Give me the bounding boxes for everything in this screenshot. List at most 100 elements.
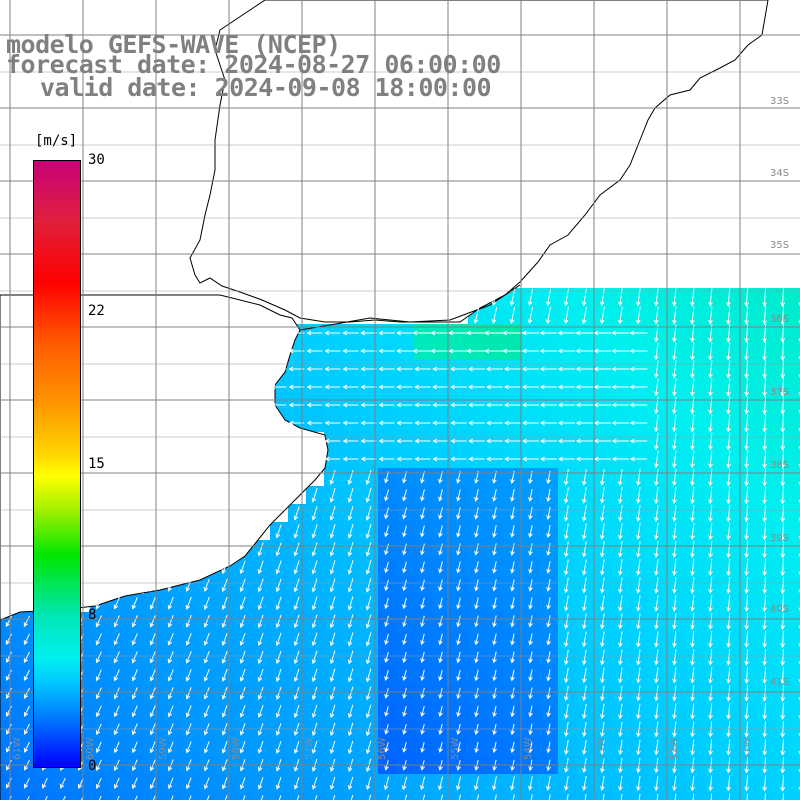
wind-arrow (306, 366, 323, 372)
wind-arrow (618, 739, 623, 756)
wind-arrow (528, 776, 533, 791)
wind-arrow (690, 432, 695, 451)
wind-arrow (510, 687, 515, 700)
wind-arrow (540, 456, 557, 462)
wind-arrow (690, 414, 695, 433)
wind-arrow (384, 706, 389, 717)
wind-arrow (798, 715, 800, 719)
wind-arrow (23, 651, 30, 664)
wind-arrow (582, 703, 587, 720)
wind-arrow (23, 633, 30, 646)
wind-arrow (402, 705, 407, 717)
wind-arrow (458, 794, 461, 800)
lon-label: 61W (12, 737, 23, 760)
wind-arrow (726, 685, 731, 702)
wind-cell (594, 792, 612, 800)
wind-arrow (324, 420, 341, 426)
wind-arrow (23, 687, 30, 699)
wind-arrow (404, 794, 408, 800)
wind-arrow (329, 596, 336, 611)
wind-arrow (44, 795, 48, 800)
wind-arrow (239, 632, 246, 646)
wind-arrow (324, 438, 341, 444)
wind-arrow (600, 577, 605, 594)
wind-arrow (780, 576, 786, 595)
wind-arrow (95, 597, 102, 610)
wind-arrow (611, 384, 630, 390)
wind-cell (576, 792, 594, 800)
wind-arrow (726, 504, 731, 523)
wind-arrow (545, 288, 551, 307)
wind-arrow (347, 596, 354, 611)
wind-arrow (654, 432, 659, 451)
wind-cell (414, 792, 432, 800)
wind-arrow (546, 633, 551, 646)
wind-arrow (314, 794, 318, 800)
wind-arrow (690, 685, 695, 702)
wind-arrow (798, 463, 800, 468)
wind-arrow (438, 489, 443, 502)
wind-arrow (672, 306, 677, 325)
wind-arrow (593, 420, 612, 426)
wind-cell (792, 774, 800, 792)
wind-arrow (221, 596, 228, 611)
wind-arrow (762, 378, 767, 397)
wind-arrow (296, 795, 300, 800)
wind-arrow (708, 468, 713, 487)
wind-arrow (438, 705, 443, 717)
wind-arrow (528, 651, 533, 664)
wind-cell (54, 792, 72, 800)
wind-cell (270, 792, 288, 800)
wind-arrow (762, 649, 768, 666)
wind-arrow (690, 504, 695, 523)
wind-arrow (257, 686, 264, 700)
wind-arrow (468, 384, 485, 390)
wind-arrow (131, 705, 138, 718)
wind-arrow (528, 507, 533, 520)
wind-arrow (468, 456, 485, 462)
wind-arrow (24, 777, 30, 789)
wind-arrow (672, 342, 677, 361)
wind-arrow (726, 775, 732, 792)
wind-arrow (167, 741, 174, 754)
wind-arrow (744, 667, 750, 684)
wind-arrow (365, 542, 372, 557)
wind-arrow (762, 432, 768, 451)
wind-arrow (239, 741, 246, 754)
lon-label: 59W (158, 737, 169, 760)
wind-arrow (5, 651, 12, 664)
wind-arrow (726, 342, 731, 361)
wind-arrow (780, 739, 786, 756)
wind-arrow (636, 468, 641, 487)
wind-arrow (167, 615, 174, 628)
wind-arrow (306, 330, 323, 336)
wind-arrow (438, 669, 443, 682)
wind-arrow (672, 631, 677, 648)
wind-arrow (690, 378, 695, 397)
wind-arrow (617, 288, 623, 307)
wind-arrow (502, 330, 523, 336)
wind-arrow (293, 542, 300, 557)
wind-arrow (293, 740, 300, 754)
wind-arrow (581, 487, 587, 504)
wind-arrow (528, 488, 533, 503)
wind-arrow (402, 742, 407, 753)
wind-arrow (5, 615, 13, 628)
wind-arrow (726, 558, 731, 577)
wind-arrow (708, 667, 713, 684)
wind-arrow (546, 687, 551, 700)
wind-arrow (275, 578, 282, 593)
wind-arrow (474, 507, 479, 520)
wind-arrow (468, 402, 485, 408)
wind-arrow (504, 438, 521, 444)
wind-arrow (203, 614, 210, 628)
wind-arrow (420, 489, 425, 502)
wind-arrow (581, 559, 587, 576)
wind-arrow (654, 631, 659, 648)
wind-arrow (762, 450, 768, 469)
wind-arrow (726, 595, 731, 612)
wind-arrow (203, 777, 210, 790)
wind-arrow (798, 589, 800, 594)
wind-arrow (293, 578, 300, 593)
wind-arrow (744, 450, 749, 469)
